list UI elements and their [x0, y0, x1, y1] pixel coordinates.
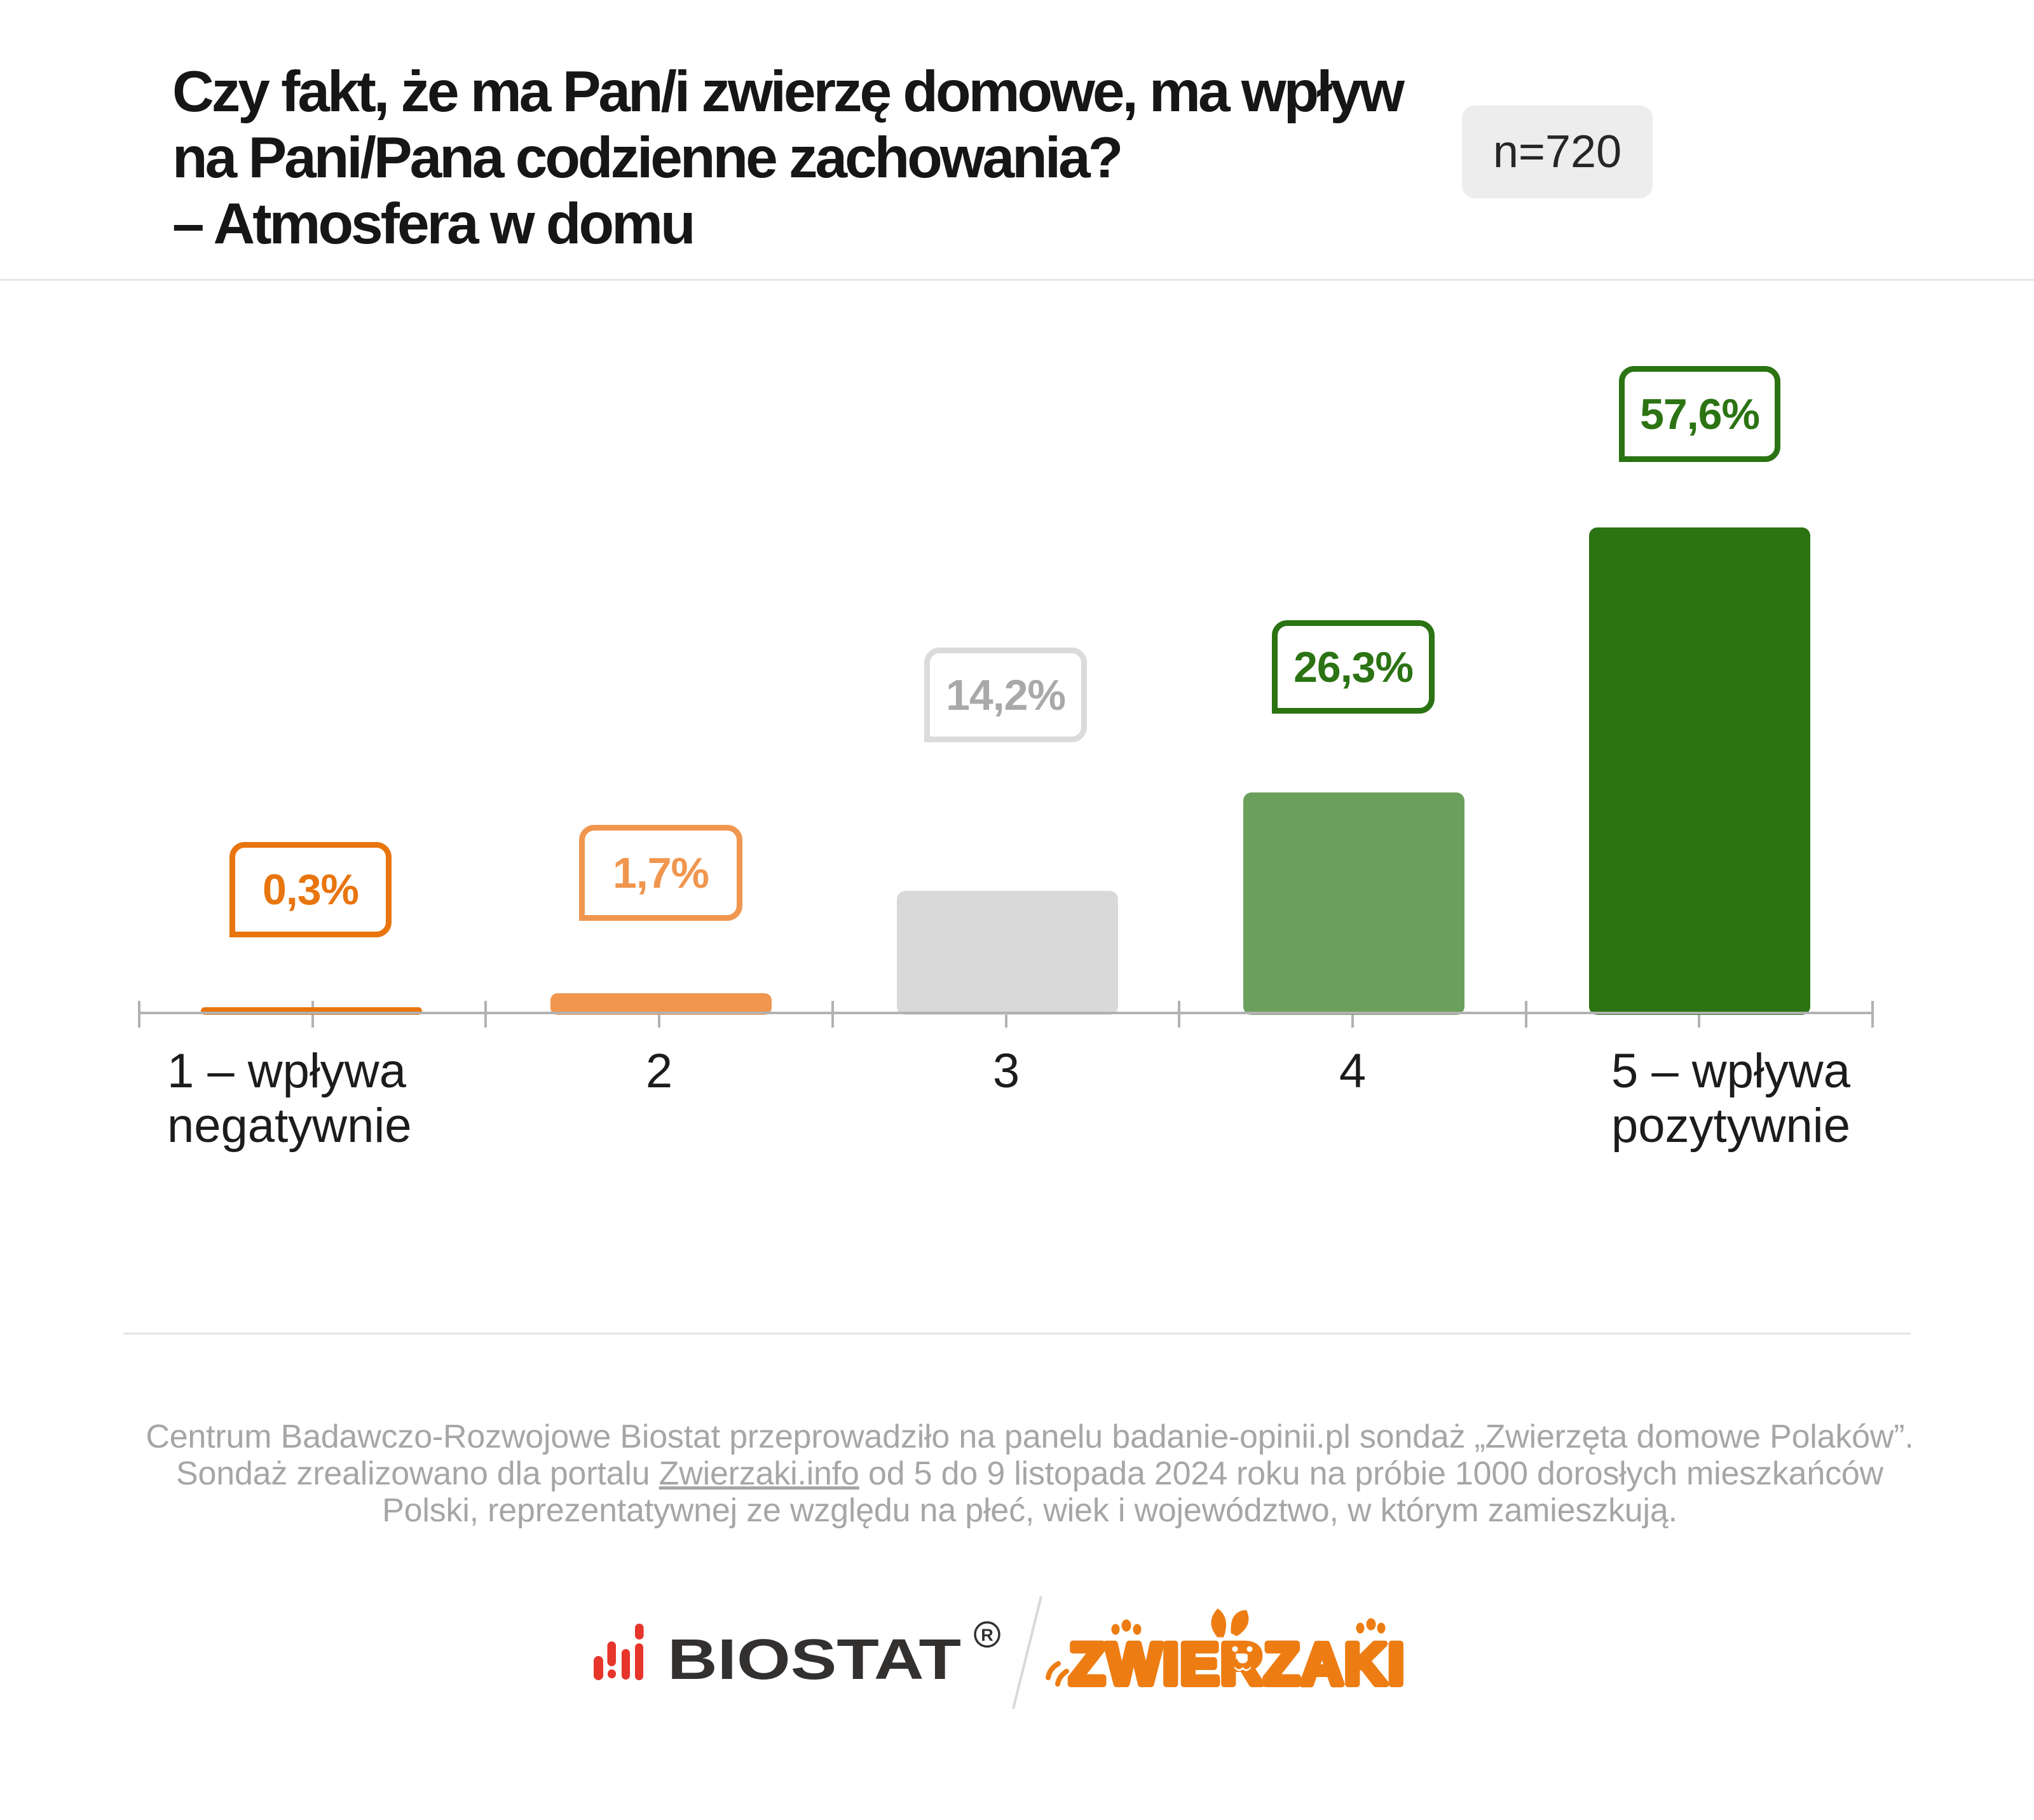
svg-text:BIOSTAT: BIOSTAT	[667, 1628, 961, 1692]
svg-text:R: R	[981, 1626, 993, 1645]
svg-text:ZWIERZAKI: ZWIERZAKI	[1069, 1632, 1405, 1697]
